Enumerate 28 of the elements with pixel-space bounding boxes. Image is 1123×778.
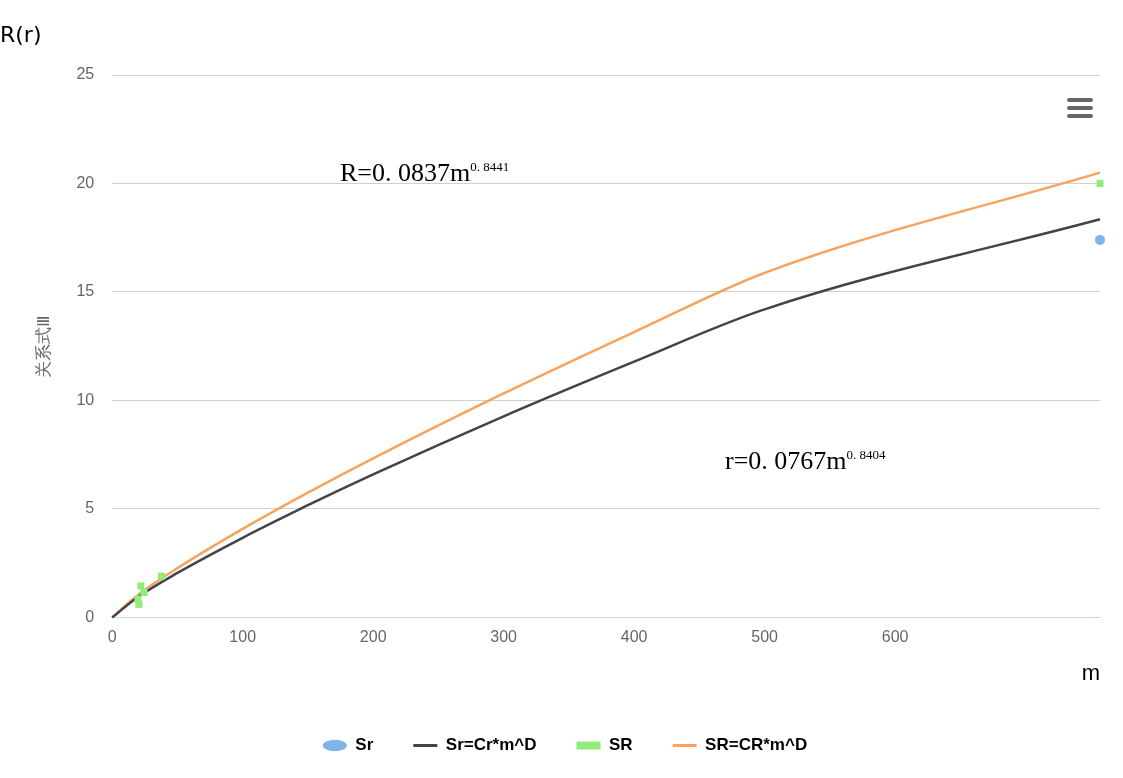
y-tick-label: 25 (76, 65, 95, 83)
y-tick-label: 10 (76, 390, 95, 408)
y-tick-label: 20 (76, 173, 95, 191)
x-tick-label: 0 (107, 628, 117, 646)
y-tick-label: 15 (76, 282, 95, 300)
legend-label: Sr=Cr*m^D (445, 735, 537, 755)
x-tick-label: 400 (620, 628, 648, 646)
y-tick-label: 5 (85, 499, 95, 517)
point (135, 600, 143, 608)
x-tick-label: 200 (359, 628, 387, 646)
legend-label: SR (609, 735, 633, 755)
text: R(r) (0, 22, 42, 47)
legend-label: SR=CR*m^D (705, 735, 808, 755)
annotation: r=0. 0767m$^{0. 8404}$ (725, 446, 886, 476)
legend-label: Sr (355, 735, 374, 755)
annotation: R=0. 0837m$^{0. 8441}$ (340, 158, 510, 188)
point (157, 572, 166, 580)
x-tick-label: 100 (229, 628, 257, 646)
point (1096, 179, 1104, 188)
x-tick-label: 500 (751, 628, 779, 646)
y-axis-title: 关系式Ⅲ (33, 314, 53, 378)
point (140, 588, 148, 596)
x-tick-label: 600 (881, 628, 909, 646)
point (137, 582, 145, 590)
x-axis-title: m (1081, 659, 1100, 685)
x-tick-label: 300 (490, 628, 518, 646)
y-tick-label: 0 (85, 607, 95, 625)
point (1095, 234, 1105, 245)
